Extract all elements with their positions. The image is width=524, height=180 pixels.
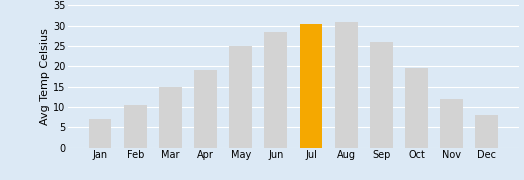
Bar [300, 24, 322, 148]
Bar [89, 119, 112, 148]
Bar [370, 42, 393, 148]
Bar [440, 99, 463, 148]
Bar [230, 46, 252, 148]
Bar [405, 68, 428, 148]
Bar [475, 115, 498, 148]
Y-axis label: Avg Temp Celsius: Avg Temp Celsius [40, 28, 50, 125]
Bar [159, 87, 182, 148]
Bar [124, 105, 147, 148]
Bar [335, 22, 357, 148]
Bar [194, 70, 217, 148]
Bar [265, 32, 287, 148]
